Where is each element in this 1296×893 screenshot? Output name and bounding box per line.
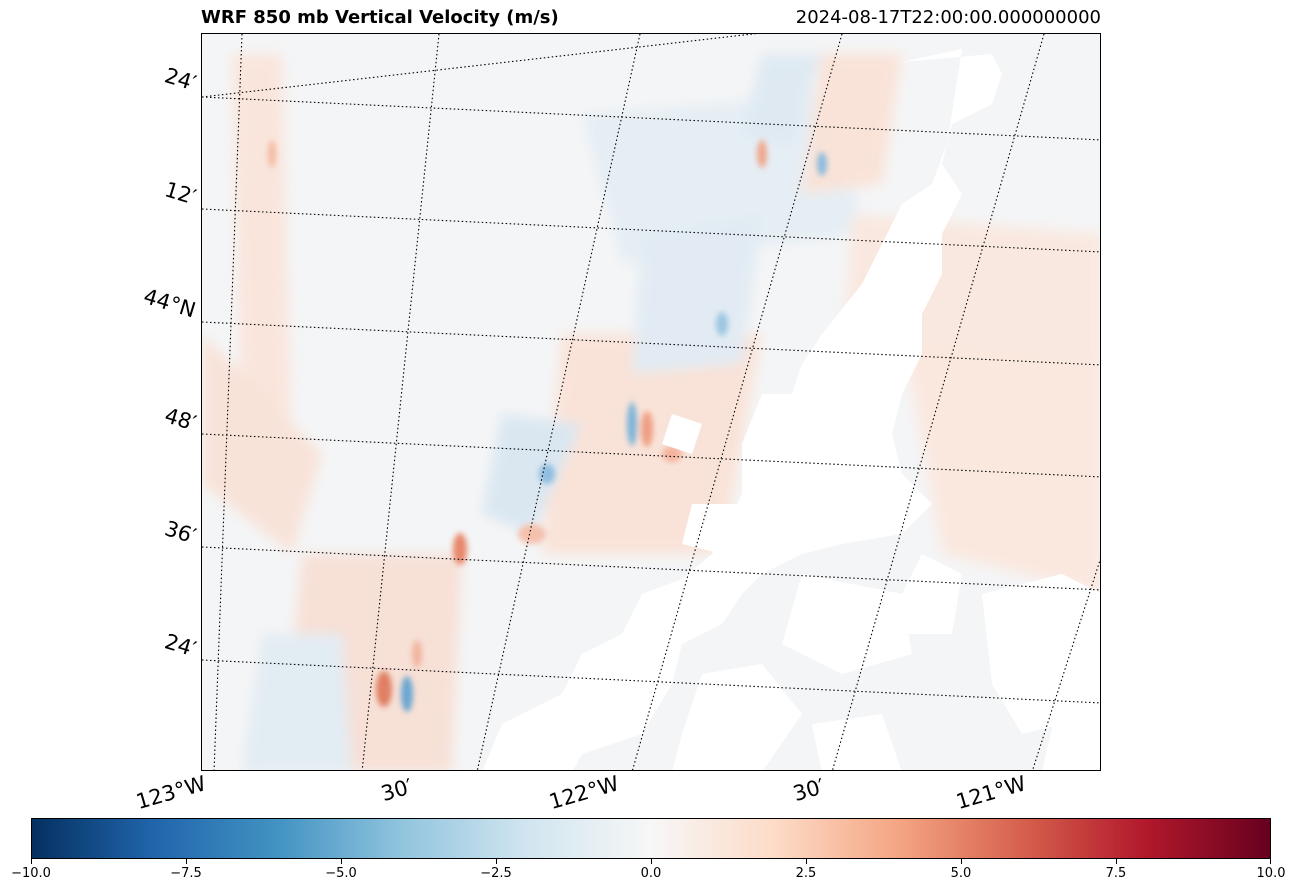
map-title: WRF 850 mb Vertical Velocity (m/s)	[201, 7, 559, 28]
colorbar-tick	[186, 859, 187, 864]
meridian-line	[361, 34, 440, 770]
colorbar-tick	[496, 859, 497, 864]
meridian-line	[1032, 558, 1100, 770]
meridian-line	[213, 34, 243, 770]
colorbar	[31, 818, 1271, 859]
map-plot-area[interactable]	[201, 33, 1101, 771]
colorbar-tick-label: 7.5	[1105, 866, 1127, 881]
colorbar-tick-label: −10.0	[11, 866, 51, 881]
masked-region	[482, 49, 1100, 770]
colorbar-tick-label: 0.0	[640, 866, 662, 881]
lat-label: 44°N	[140, 284, 199, 323]
colorbar-tick-label: −5.0	[325, 866, 357, 881]
colorbar-tick	[341, 859, 342, 864]
convective-cells	[268, 140, 827, 712]
graticule-overlay	[213, 34, 1100, 770]
lat-label: 48′	[161, 403, 199, 436]
colorbar-tick-label: 2.5	[795, 866, 817, 881]
lon-label: 30′	[790, 774, 828, 806]
colorbar-tick	[806, 859, 807, 864]
lon-label: 123°W	[133, 771, 209, 814]
map-canvas	[202, 34, 1100, 770]
colorbar-tick-label: −7.5	[170, 866, 202, 881]
lon-label: 30′	[378, 774, 416, 806]
colorbar-tick	[1270, 859, 1271, 864]
lat-label: 24′	[161, 629, 199, 662]
colorbar-tick	[1116, 859, 1117, 864]
colorbar-tick-label: −2.5	[480, 866, 512, 881]
lon-label: 122°W	[546, 771, 622, 814]
graticule	[202, 34, 758, 98]
lat-label: 36′	[161, 516, 199, 549]
map-timestamp: 2024-08-17T22:00:00.000000000	[795, 7, 1101, 28]
lon-label: 121°W	[953, 771, 1029, 814]
colorbar-tick	[31, 859, 32, 864]
meridian-line	[476, 34, 641, 770]
lat-label: 12′	[161, 177, 199, 210]
meridian-line	[832, 34, 1045, 770]
colorbar-tick-label: 10.0	[1256, 866, 1286, 881]
meridian-line	[631, 34, 843, 770]
colorbar-tick	[651, 859, 652, 864]
colorbar-tick	[961, 859, 962, 864]
lat-label: 24′	[161, 63, 199, 96]
colorbar-tick-label: 5.0	[950, 866, 972, 881]
